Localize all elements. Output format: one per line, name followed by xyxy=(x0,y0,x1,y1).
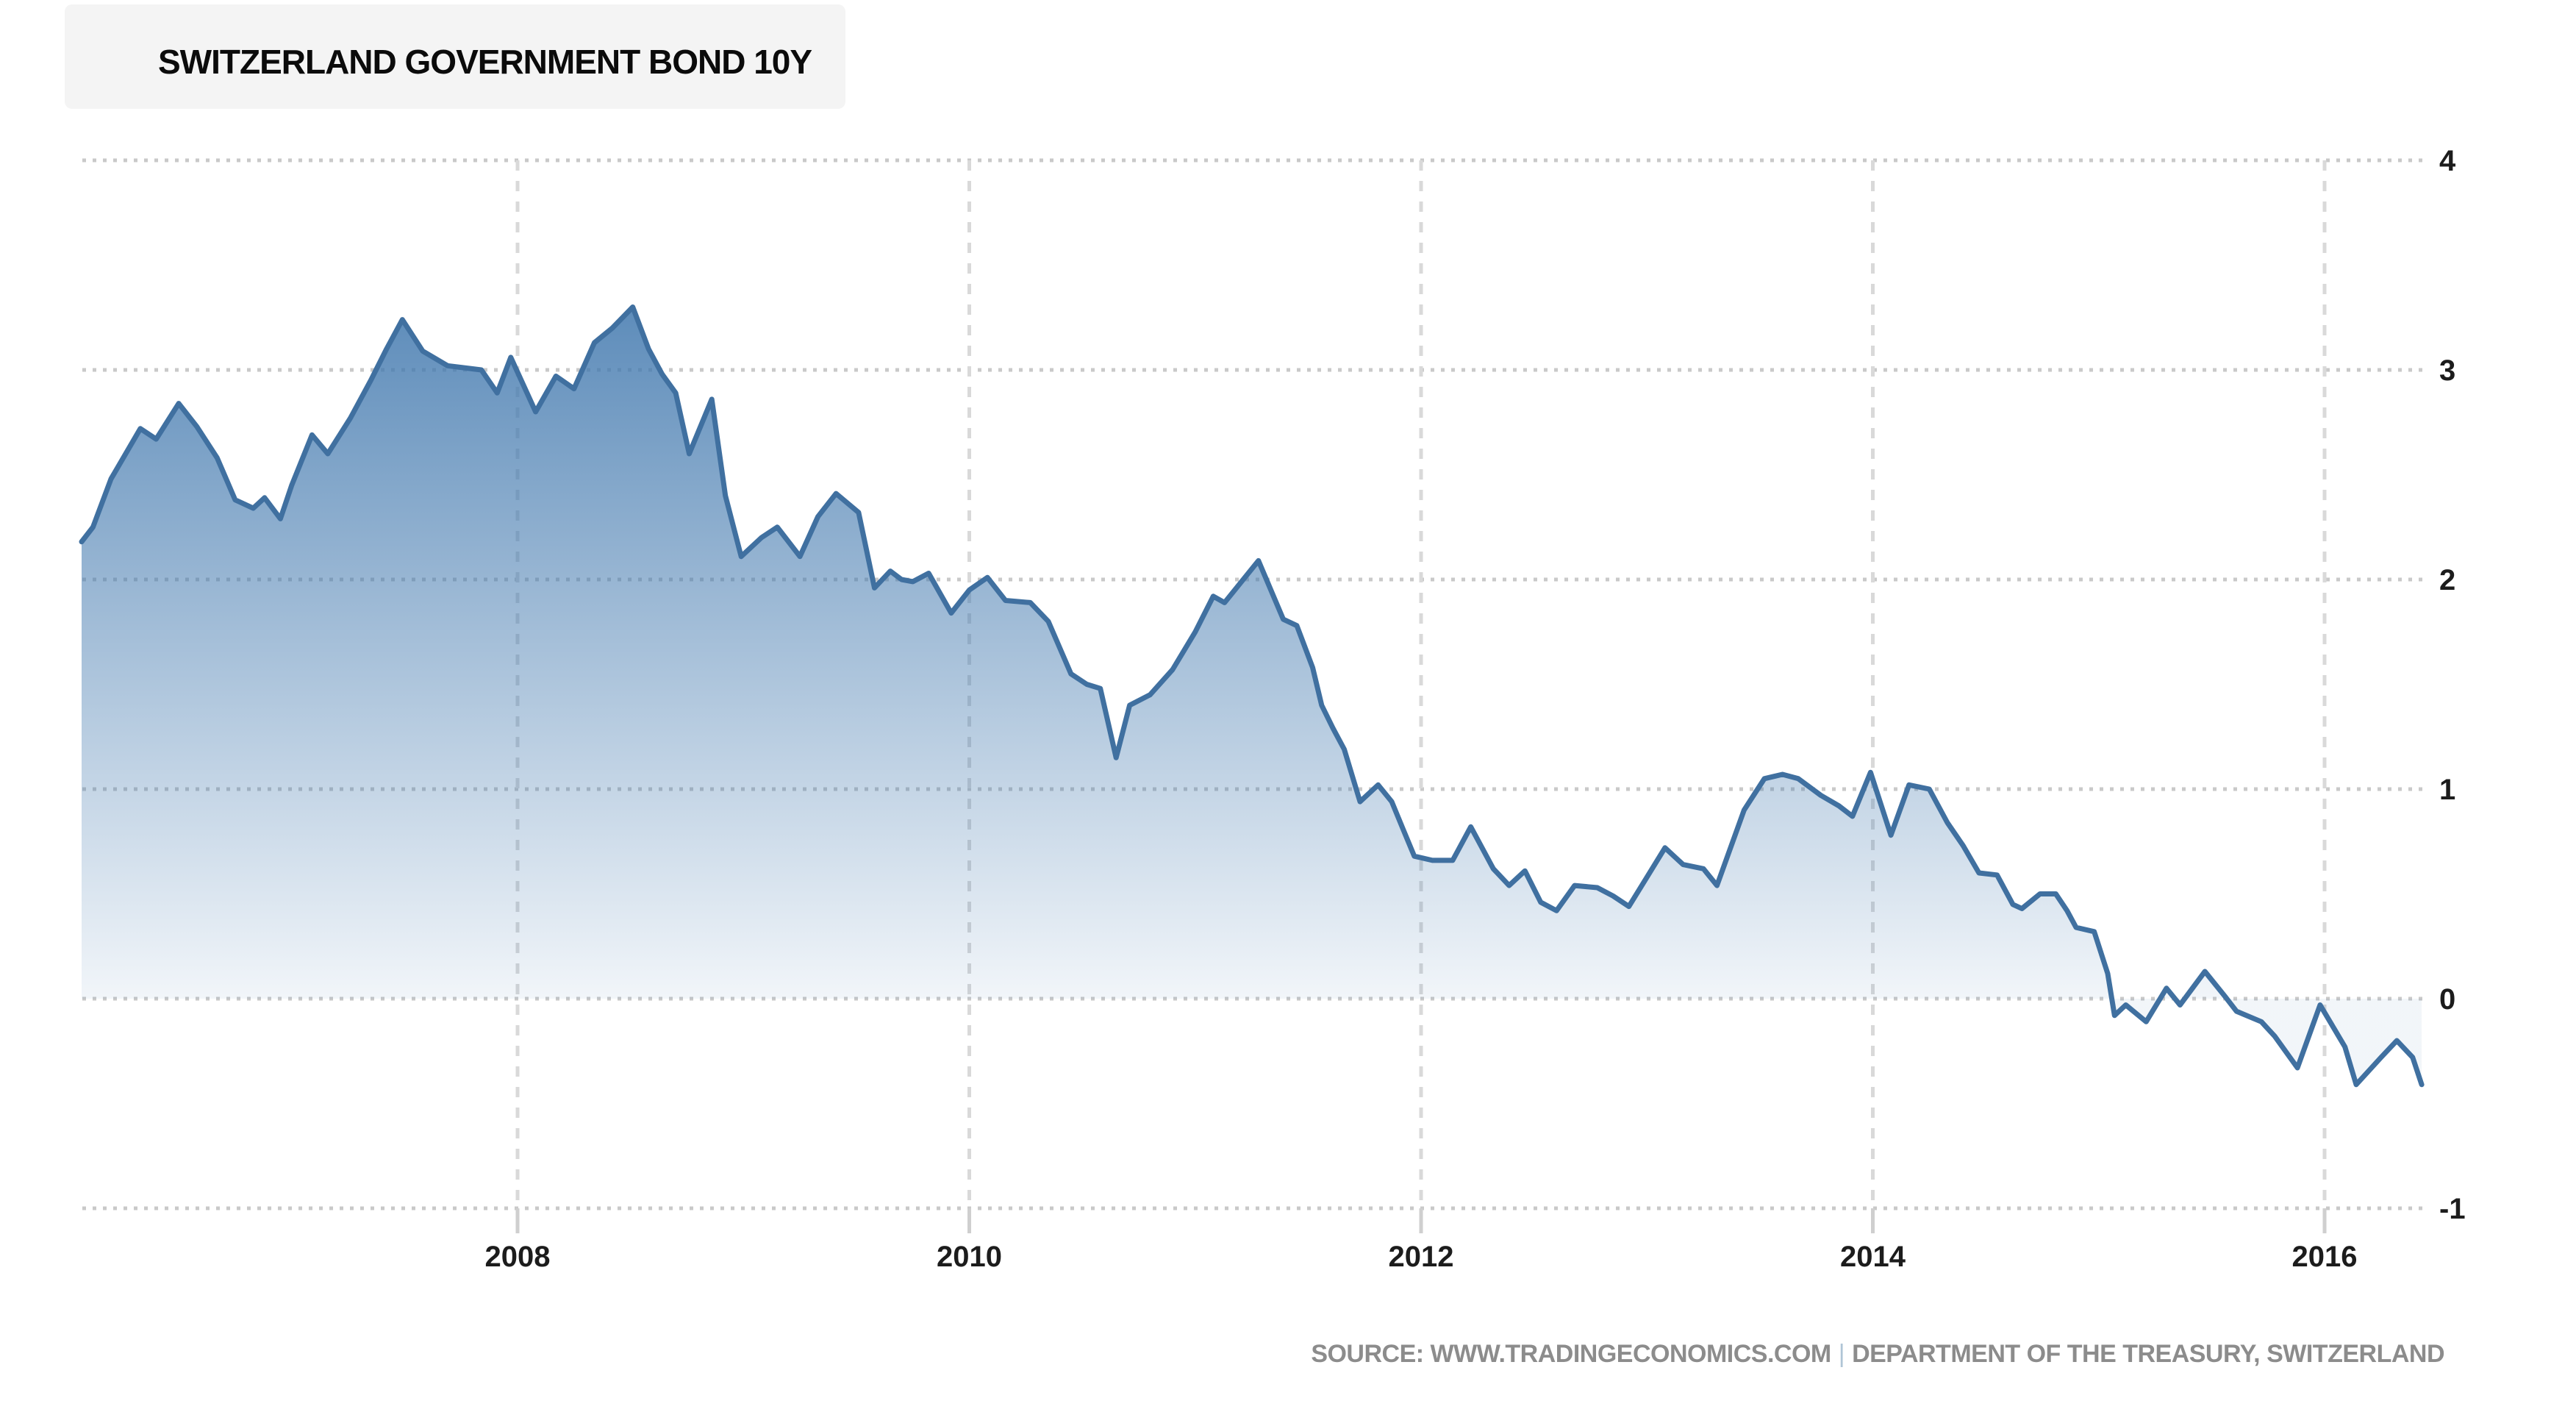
chart-title: SWITZERLAND GOVERNMENT BOND 10Y xyxy=(158,43,812,81)
x-axis-label-2012: 2012 xyxy=(1389,1241,1454,1273)
x-axis-label-2014: 2014 xyxy=(1840,1241,1906,1273)
title-background xyxy=(65,4,845,109)
source-tradingeconomics: SOURCE: WWW.TRADINGECONOMICS.COM xyxy=(1311,1340,1831,1368)
yield-line xyxy=(79,304,2425,1088)
y-axis-label-4: 4 xyxy=(2439,145,2456,177)
x-axis-ticks xyxy=(515,1208,2327,1233)
x-axis-labels: 2008 2010 2012 2014 2016 xyxy=(485,1241,2358,1273)
y-axis-labels: 4 3 2 1 0 -1 xyxy=(2439,145,2466,1225)
x-axis-label-2008: 2008 xyxy=(485,1241,551,1273)
source-separator: | xyxy=(1838,1340,1845,1368)
y-axis-label-3: 3 xyxy=(2439,354,2455,387)
source-provider: DEPARTMENT OF THE TREASURY, SWITZERLAND xyxy=(1852,1340,2444,1368)
x-axis-label-2010: 2010 xyxy=(937,1241,1002,1273)
x-axis-label-2016: 2016 xyxy=(2292,1241,2358,1273)
y-axis-label-2: 2 xyxy=(2439,564,2455,596)
y-axis-label-0: 0 xyxy=(2439,983,2455,1016)
yield-area-fill xyxy=(82,307,2422,1085)
source-credit: SOURCE: WWW.TRADINGECONOMICS.COM | DEPARTM… xyxy=(1311,1340,2444,1369)
y-axis-label-1: 1 xyxy=(2439,774,2455,806)
y-axis-label--1: -1 xyxy=(2439,1193,2466,1225)
